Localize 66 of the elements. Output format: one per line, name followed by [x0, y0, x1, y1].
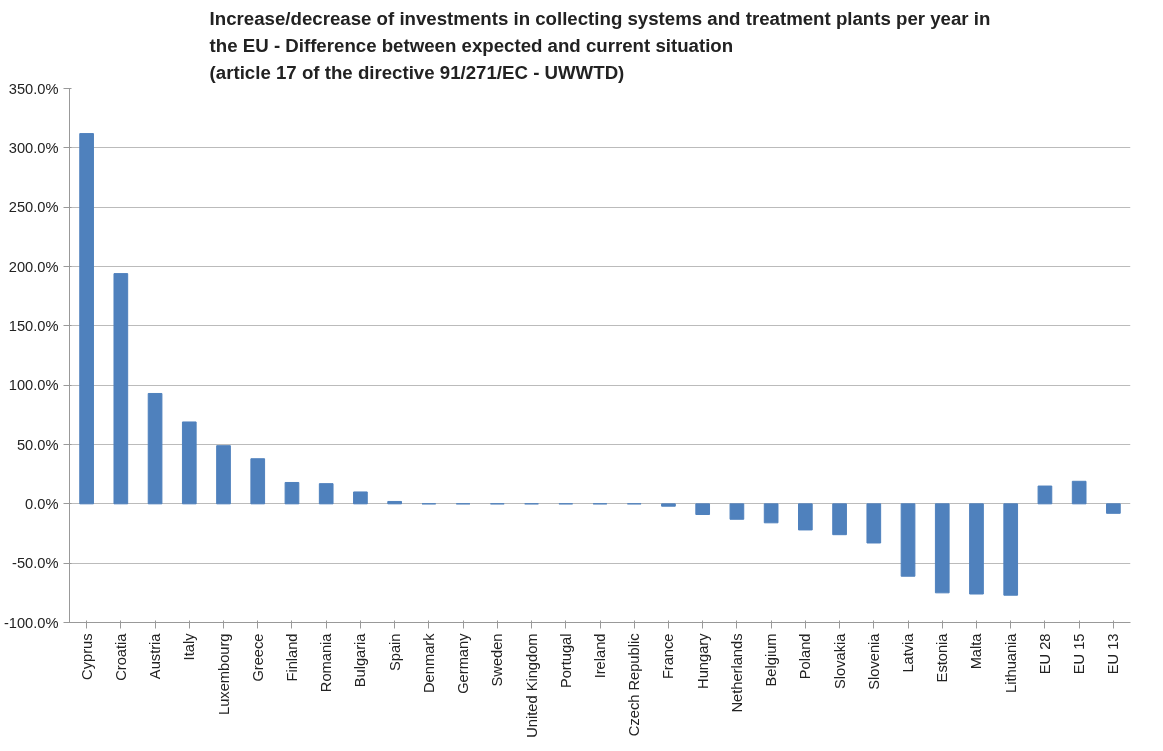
y-tick-label: -100.0%: [3, 614, 59, 631]
y-tick-label: 250.0%: [8, 199, 59, 216]
x-tick-label: Portugal: [557, 633, 574, 689]
bar: [934, 503, 950, 594]
bar: [695, 503, 711, 516]
bar: [729, 503, 745, 520]
x-tick-label: Spain: [386, 633, 403, 671]
x-tick-label: Croatia: [112, 632, 129, 681]
x-tick-label: Lithuania: [1002, 632, 1019, 693]
y-tick-label: 100.0%: [8, 377, 59, 394]
x-tick-label: Luxembourg: [215, 633, 232, 715]
x-tick-label: Finland: [283, 633, 300, 682]
y-tick-label: 0.0%: [25, 495, 59, 512]
x-tick-label: Estonia: [934, 632, 951, 683]
x-tick-label: Austria: [147, 632, 164, 680]
y-tick-label: 200.0%: [8, 258, 59, 275]
bar: [181, 421, 197, 505]
x-tick-label: EU 28: [1036, 633, 1053, 675]
bar: [1106, 503, 1121, 514]
bar: [866, 503, 882, 544]
bar: [1071, 480, 1087, 505]
bar: [79, 133, 94, 505]
x-tick-label: Bulgaria: [352, 632, 369, 688]
bar: [387, 500, 402, 505]
bar: [284, 481, 300, 505]
y-tick-label: 50.0%: [16, 436, 59, 453]
x-tick-label: Denmark: [420, 632, 437, 693]
x-tick-label: Latvia: [900, 632, 917, 673]
x-tick-label: Germany: [455, 632, 472, 694]
y-tick-label: 350.0%: [8, 80, 59, 97]
x-tick-label: Italy: [181, 632, 198, 661]
x-tick-label: Poland: [797, 633, 814, 680]
x-tick-label: Slovakia: [831, 632, 848, 689]
bar: [969, 503, 984, 595]
x-tick-label: Cyprus: [78, 633, 95, 680]
bar: [763, 503, 779, 524]
y-tick-label: -50.0%: [12, 555, 59, 572]
x-tick-label: Hungary: [694, 632, 711, 689]
bar: [318, 483, 334, 505]
x-tick-label: Slovenia: [865, 632, 882, 690]
bar: [798, 503, 813, 531]
bar: [250, 458, 266, 505]
bar: [216, 445, 231, 505]
x-tick-label: Belgium: [763, 633, 780, 687]
x-tick-label: United Kingdom: [523, 633, 540, 738]
bar: [353, 491, 368, 505]
x-tick-label: EU 13: [1105, 633, 1122, 675]
chart-title: Increase/decrease of investments in collecting systems and treatment plants per year in the EU - Difference between expected and current situation (article 17 of the directive 91/271/EC - UWWTD): [209, 7, 991, 84]
y-tick-label: 150.0%: [8, 317, 59, 334]
x-tick-label: Malta: [968, 632, 985, 670]
x-tick-label: EU 15: [1071, 633, 1088, 675]
x-tick-label: Czech Republic: [626, 633, 643, 737]
x-tick-label: Greece: [249, 633, 266, 682]
bar: [832, 503, 847, 536]
x-tick-label: Romania: [318, 632, 335, 693]
x-tick-label: France: [660, 633, 677, 680]
bar: [1037, 485, 1053, 505]
bar: [900, 503, 916, 577]
x-tick-label: Sweden: [489, 633, 506, 687]
bar: [113, 273, 129, 505]
x-tick-label: Netherlands: [728, 633, 745, 713]
y-tick-label: 300.0%: [8, 139, 59, 156]
bar: [1003, 503, 1019, 596]
bar: [147, 392, 163, 505]
x-tick-label: Ireland: [592, 633, 608, 679]
bar: [661, 503, 676, 507]
